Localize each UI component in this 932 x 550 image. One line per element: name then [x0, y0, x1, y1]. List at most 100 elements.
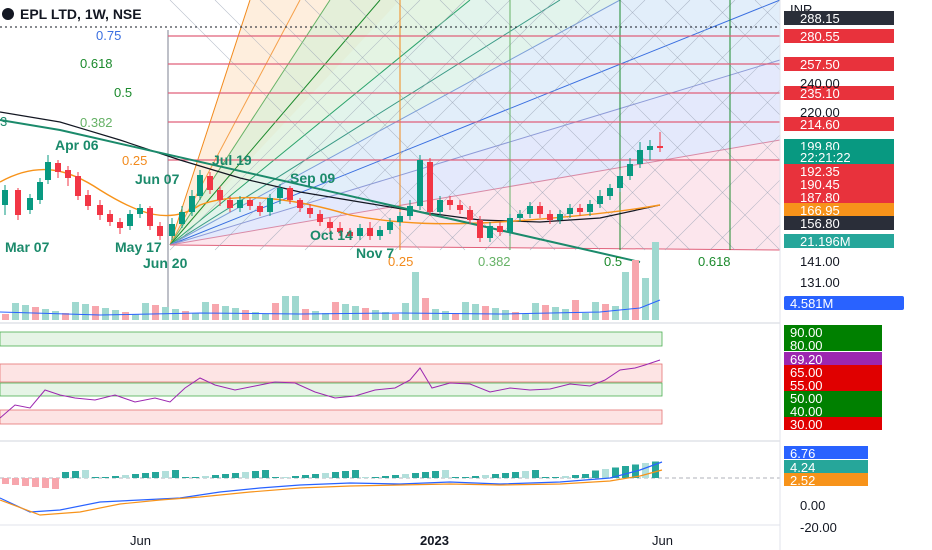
volume-bar: [292, 296, 299, 320]
volume-bar: [302, 309, 309, 320]
candle-body: [497, 226, 503, 232]
volume-bars: [2, 242, 659, 320]
price-axis-box: [784, 234, 894, 248]
fib-time-label: 0.382: [478, 254, 511, 269]
candle-body: [197, 175, 203, 196]
pivot-date-label: May 17: [115, 239, 162, 255]
rsi-axis-value: 40.00: [790, 404, 823, 419]
macd-hist-bar: [322, 473, 329, 478]
macd-hist-bar: [512, 472, 519, 478]
macd-axis-tick: 0.00: [800, 498, 825, 513]
candle-body: [127, 214, 133, 226]
macd-hist-bar: [162, 471, 169, 478]
rsi-axis-box: [784, 352, 882, 365]
fib-level-label: 0.382: [80, 115, 113, 130]
price-axis-value: 187.80: [800, 190, 840, 205]
candle-body: [627, 164, 633, 176]
candle-body: [189, 196, 195, 212]
macd-hist-bar: [282, 477, 289, 478]
volume-value-box: [784, 296, 904, 310]
macd-hist-bar: [612, 467, 619, 478]
volume-bar: [12, 303, 19, 320]
macd-hist-bar: [392, 475, 399, 478]
volume-bar: [592, 302, 599, 320]
candle-body: [357, 228, 363, 236]
macd-hist-bar: [562, 476, 569, 478]
macd-hist-bar: [332, 472, 339, 478]
macd-signal-line: [0, 469, 663, 516]
macd-hist-bar: [22, 478, 29, 486]
candle-body: [427, 162, 433, 212]
macd-hist-bar: [522, 471, 529, 478]
volume-bar: [82, 304, 89, 320]
price-axis-box: [784, 57, 894, 71]
candle-body: [547, 214, 553, 220]
volume-bar: [532, 303, 539, 320]
candle-body: [217, 190, 223, 200]
macd-hist-bar: [532, 470, 539, 478]
volume-bar: [602, 304, 609, 320]
volume-bar: [242, 310, 249, 320]
gann-fan-line: [169, 244, 781, 251]
pivot-date-label: Jun 20: [143, 255, 188, 271]
macd-hist-bar: [362, 477, 369, 478]
macd-hist-bar: [112, 476, 119, 478]
horizontal-level-lines: [168, 35, 780, 161]
time-axis-label: Jun: [130, 533, 151, 548]
macd-axis-value: 2.52: [790, 473, 815, 488]
volume-bar: [482, 306, 489, 320]
macd-axis-value: 4.24: [790, 460, 815, 475]
volume-bar: [262, 314, 269, 320]
macd-hist-bar: [52, 478, 59, 489]
candle-body: [227, 200, 233, 208]
volume-bar: [322, 313, 329, 320]
macd-hist-bar: [182, 477, 189, 478]
macd-hist-bar: [202, 476, 209, 478]
candle-body: [347, 232, 353, 236]
volume-bar: [582, 313, 589, 320]
volume-bar: [502, 310, 509, 320]
candle-body: [317, 214, 323, 222]
rsi-axis-value: 90.00: [790, 325, 823, 340]
price-axis-box: [784, 150, 894, 164]
price-axis-tick: 240.00: [800, 76, 840, 91]
candle-body: [637, 150, 643, 164]
macd-hist-bar: [342, 471, 349, 478]
macd-hist-bar: [552, 477, 559, 478]
macd-hist-bar: [172, 470, 179, 478]
macd-hist-bar: [142, 473, 149, 478]
macd-hist-bar: [252, 471, 259, 478]
rsi-axis-value: 50.00: [790, 391, 823, 406]
macd-hist-bar: [652, 461, 659, 478]
candle-body: [207, 176, 213, 190]
macd-hist-bar: [192, 477, 199, 478]
candle-body: [169, 224, 175, 236]
grid-diagonal: [349, 0, 601, 251]
macd-hist-bar: [462, 477, 469, 478]
volume-bar: [2, 314, 9, 320]
volume-bar: [392, 314, 399, 320]
candle-body: [657, 146, 663, 148]
macd-hist-bar: [352, 470, 359, 478]
macd-hist-bar: [592, 470, 599, 478]
fib-level-label: 0.75: [96, 28, 121, 43]
volume-bar: [632, 260, 639, 320]
gann-fan-line: [169, 139, 781, 246]
macd-panel: [0, 461, 780, 516]
volume-bar: [342, 304, 349, 320]
candle-body: [487, 226, 493, 238]
candle-body: [387, 222, 393, 230]
candle-body: [257, 206, 263, 212]
volume-bar: [572, 300, 579, 320]
volume-bar: [312, 311, 319, 320]
candle-body: [277, 188, 283, 198]
macd-hist-bar: [302, 475, 309, 478]
volume-bar: [192, 313, 199, 320]
volume-bar: [362, 308, 369, 320]
price-axis-box: [784, 177, 894, 191]
price-axis-value: 190.45: [800, 177, 840, 192]
candle-body: [15, 190, 21, 215]
macd-hist-bar: [542, 477, 549, 478]
